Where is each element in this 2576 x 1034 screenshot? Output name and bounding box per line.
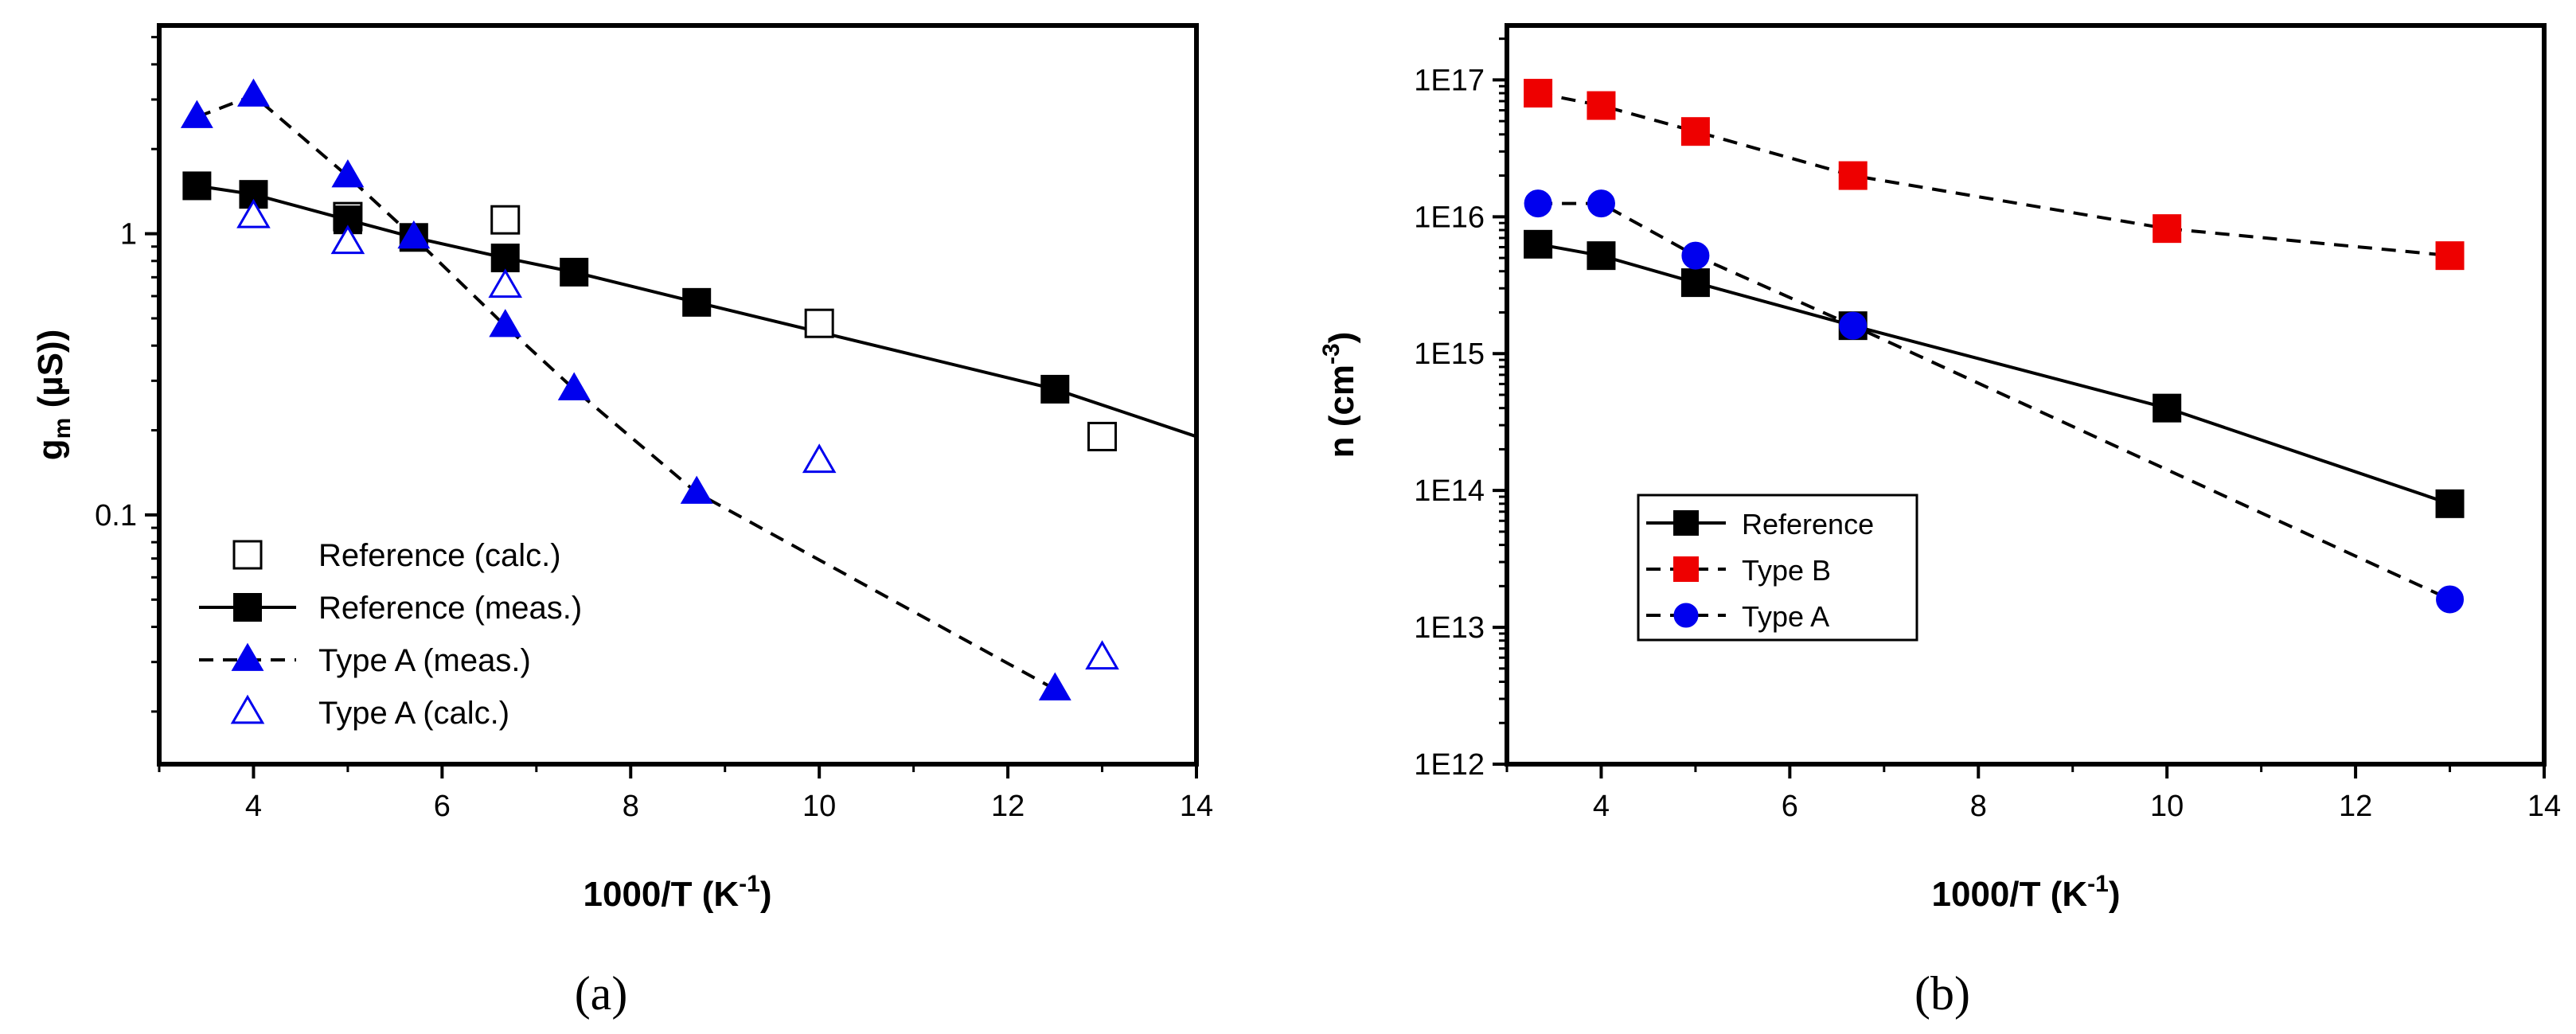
panel-a-point-type-a-meas bbox=[397, 220, 431, 249]
panel-b-point-type-a bbox=[2436, 585, 2465, 614]
panel-b-point-reference bbox=[1524, 229, 1553, 259]
panel-b-n-chart: 4 6 8 10 12 14 1E12 1E13 1E14 1E15 1E16 1E17 n (cm-… bbox=[1318, 23, 2561, 1020]
panel-a-caption: (a) bbox=[575, 967, 628, 1020]
panel-b-legend-frame bbox=[1637, 494, 1918, 642]
panel-b-line-reference bbox=[1537, 242, 2451, 505]
panel-a-gm-chart: 4 6 8 10 12 14 0.1 1 gm (µS)) 1000/T (K-1) Refe… bbox=[31, 23, 1213, 1020]
panel-a-x-tick-label: 4 bbox=[245, 790, 262, 823]
panel-a-point-reference-meas bbox=[1040, 374, 1070, 404]
panel-b-legend-marker bbox=[1673, 556, 1699, 582]
panel-a-x-tick-label: 12 bbox=[991, 790, 1025, 823]
panel-a-plot-frame bbox=[157, 23, 1199, 767]
panel-a-point-type-a-meas bbox=[1038, 672, 1071, 700]
panel-b-x-tick-label: 8 bbox=[1970, 790, 1987, 823]
panel-b-y-tick-label: 1E12 bbox=[1414, 748, 1485, 782]
panel-b-line-type-a bbox=[1538, 201, 2451, 601]
panel-b-point-type-b bbox=[1680, 117, 1710, 146]
panel-a-point-type-a-meas bbox=[331, 159, 365, 188]
panel-b-y-tick-label: 1E16 bbox=[1414, 201, 1485, 234]
panel-b-point-reference bbox=[1680, 268, 1710, 298]
panel-b-caption: (b) bbox=[1914, 967, 1970, 1020]
panel-a-point-type-a-calc bbox=[488, 268, 523, 298]
panel-a-y-tick-label: 1 bbox=[120, 218, 137, 252]
panel-a-legend: Reference (calc.) Reference (meas.) Type A… bbox=[199, 538, 582, 731]
panel-a-point-reference-meas bbox=[682, 287, 712, 317]
panel-b-point-type-a bbox=[1524, 189, 1552, 218]
panel-b-legend: Reference Type B Type A bbox=[1637, 494, 1918, 642]
panel-b-y-tick-label: 1E15 bbox=[1414, 338, 1485, 371]
panel-b-x-axis-title: 1000/T (K-1) bbox=[1932, 871, 2121, 914]
panel-a-legend-marker bbox=[230, 694, 265, 724]
panel-a-point-type-a-meas bbox=[489, 309, 522, 338]
panel-a-legend-label: Type A (calc.) bbox=[318, 696, 509, 731]
panel-a-line-type-a-meas bbox=[196, 93, 1056, 691]
panel-a-point-type-a-calc bbox=[1085, 640, 1119, 670]
panel-b-legend-marker bbox=[1673, 510, 1699, 536]
panel-a-point-reference-meas bbox=[490, 244, 520, 273]
panel-a-point-type-a-meas bbox=[680, 475, 713, 504]
panel-b-point-reference bbox=[1587, 241, 1616, 271]
panel-b-legend-label: Type B bbox=[1742, 554, 1831, 587]
panel-b-y-tick-label: 1E17 bbox=[1414, 64, 1485, 97]
panel-b-legend-marker bbox=[1673, 603, 1699, 628]
panel-a-x-tick-label: 10 bbox=[802, 790, 836, 823]
panel-a-x-axis-title: 1000/T (K-1) bbox=[584, 871, 772, 914]
panel-b-x-tick-label: 6 bbox=[1782, 790, 1798, 823]
panel-b-point-type-a bbox=[1587, 189, 1615, 218]
panel-a-point-type-a-calc bbox=[802, 443, 837, 474]
panel-a-point-type-a-meas bbox=[180, 99, 213, 128]
panel-b-point-type-b bbox=[1524, 79, 1553, 108]
panel-b-point-type-b bbox=[1838, 161, 1868, 190]
panel-b-point-type-b bbox=[2435, 241, 2465, 271]
panel-a-x-tick-label: 8 bbox=[623, 790, 639, 823]
panel-a-point-type-a-meas bbox=[237, 78, 270, 107]
panel-a-x-tick-label: 6 bbox=[434, 790, 451, 823]
panel-a-legend-marker bbox=[231, 642, 264, 671]
panel-a-legend-marker bbox=[232, 540, 263, 570]
panel-a-x-tick-label: 14 bbox=[1180, 790, 1213, 823]
panel-a-legend-label: Type A (meas.) bbox=[318, 643, 531, 678]
panel-b-x-tick-label: 4 bbox=[1593, 790, 1610, 823]
panel-b-x-tick-label: 14 bbox=[2527, 790, 2561, 823]
panel-b-plot-frame bbox=[1505, 23, 2547, 767]
panel-a-legend-label: Reference (meas.) bbox=[318, 591, 582, 626]
panel-b-point-reference bbox=[2435, 489, 2465, 518]
panel-a-point-reference-calc bbox=[490, 205, 521, 235]
panel-b-x-tick-label: 10 bbox=[2150, 790, 2184, 823]
panel-b-point-type-b bbox=[1587, 91, 1616, 120]
panel-a-point-type-a-meas bbox=[557, 372, 591, 400]
panel-a-point-reference-calc bbox=[804, 308, 834, 338]
panel-a-y-axis-title: gm (µS)) bbox=[31, 330, 76, 460]
panel-a-point-reference-meas bbox=[560, 257, 589, 287]
panel-b-point-type-a bbox=[1839, 311, 1868, 340]
panel-a-point-reference-meas bbox=[182, 171, 212, 201]
panel-b-x-tick-label: 12 bbox=[2339, 790, 2372, 823]
panel-b-point-type-b bbox=[2153, 214, 2182, 244]
panel-b-y-tick-label: 1E14 bbox=[1414, 474, 1485, 508]
panel-a-point-reference-calc bbox=[1087, 421, 1118, 451]
panel-a-point-type-a-calc bbox=[330, 224, 365, 255]
panel-b-line-type-b bbox=[1537, 92, 2450, 258]
panel-a-point-type-a-calc bbox=[236, 198, 271, 228]
panel-b-point-reference bbox=[2153, 393, 2182, 423]
panel-b-y-axis-title: n (cm-3) bbox=[1318, 332, 1361, 458]
panel-b-legend-label: Reference bbox=[1742, 508, 1874, 540]
panel-a-legend-marker bbox=[233, 593, 262, 622]
panel-b-y-tick-label: 1E13 bbox=[1414, 611, 1485, 645]
panel-b-legend-label: Type A bbox=[1742, 600, 1829, 633]
panel-a-legend-label: Reference (calc.) bbox=[318, 538, 561, 573]
panel-a-y-tick-label: 0.1 bbox=[95, 499, 137, 533]
panel-b-point-type-a bbox=[1681, 241, 1710, 270]
